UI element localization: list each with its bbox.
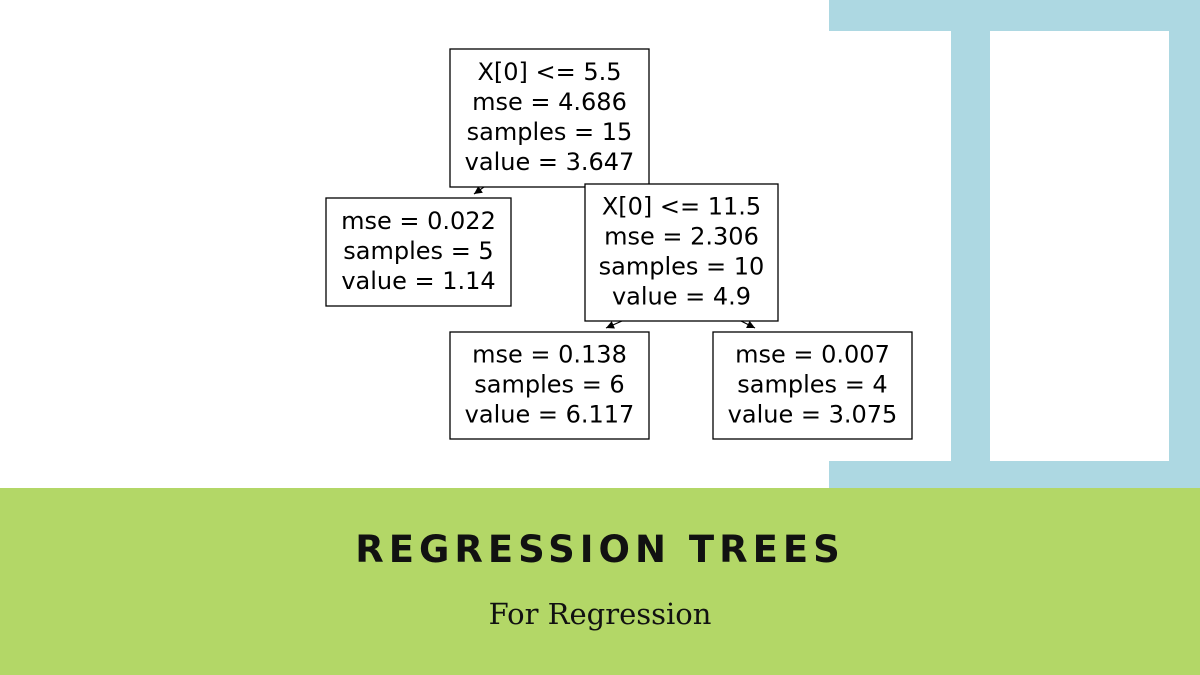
tree-node-line: samples = 6 bbox=[474, 371, 624, 399]
banner-title: REGRESSION TREES bbox=[355, 528, 845, 571]
tree-node-line: mse = 4.686 bbox=[472, 88, 627, 116]
tree-node-line: samples = 5 bbox=[343, 237, 493, 265]
tree-node-line: samples = 4 bbox=[737, 371, 887, 399]
tree-node-line: value = 1.14 bbox=[341, 267, 495, 295]
tree-node-box bbox=[449, 48, 650, 188]
title-banner bbox=[0, 488, 1200, 675]
tree-node-line: mse = 0.022 bbox=[341, 207, 496, 235]
tree-edge-arrowhead bbox=[746, 320, 755, 328]
tree-node-box bbox=[712, 331, 913, 440]
decorative-frame-gap-right bbox=[990, 31, 1169, 461]
tree-node-line: samples = 10 bbox=[599, 253, 765, 281]
tree-node-box bbox=[449, 331, 650, 440]
tree-edge-arrowhead bbox=[606, 321, 615, 329]
banner-subtitle: For Regression bbox=[488, 597, 712, 631]
tree-node-line: value = 6.117 bbox=[465, 401, 635, 429]
tree-node-line: value = 3.075 bbox=[728, 401, 898, 429]
tree-node-line: mse = 0.138 bbox=[472, 341, 627, 369]
tree-node-box bbox=[325, 197, 512, 307]
tree-node-box bbox=[584, 183, 779, 322]
tree-node-line: mse = 0.007 bbox=[735, 341, 890, 369]
tree-node-line: X[0] <= 11.5 bbox=[602, 193, 761, 221]
tree-node-line: mse = 2.306 bbox=[604, 223, 759, 251]
tree-node-line: value = 4.9 bbox=[612, 283, 751, 311]
tree-node-line: samples = 15 bbox=[467, 118, 633, 146]
tree-node-line: value = 3.647 bbox=[465, 148, 635, 176]
tree-edge-arrowhead bbox=[474, 186, 483, 194]
tree-node-line: X[0] <= 5.5 bbox=[477, 58, 621, 86]
